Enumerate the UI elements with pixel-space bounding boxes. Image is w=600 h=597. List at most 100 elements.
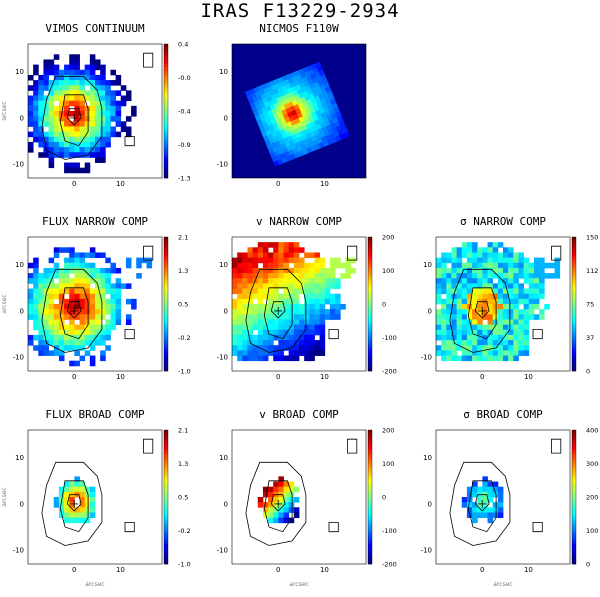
data-pixel — [472, 314, 478, 320]
colorbar-segment — [164, 456, 168, 461]
data-pixel — [48, 314, 55, 320]
data-pixel — [84, 162, 91, 169]
data-pixel — [472, 502, 478, 508]
data-pixel — [247, 314, 254, 320]
data-pixel — [136, 262, 142, 269]
data-pixel — [100, 85, 106, 91]
data-pixel — [64, 314, 70, 320]
contour-outer — [41, 75, 103, 160]
data-pixel — [252, 314, 259, 320]
data-pixel — [446, 324, 452, 331]
data-pixel — [314, 288, 321, 295]
colorbar-label: -1.3 — [178, 175, 191, 183]
data-pixel — [232, 267, 238, 274]
colorbar-label: -0.0 — [178, 74, 191, 82]
data-pixel — [69, 262, 75, 269]
data-pixel — [278, 355, 284, 362]
data-pixel — [278, 293, 284, 300]
data-pixel — [79, 80, 86, 86]
data-pixel — [64, 74, 70, 81]
data-pixel — [299, 267, 305, 274]
data-pixel — [273, 267, 279, 274]
data-pixel — [523, 329, 530, 336]
data-pixel — [100, 100, 106, 107]
colorbar-segment — [164, 357, 168, 362]
data-pixel — [33, 298, 39, 305]
data-pixel — [487, 517, 494, 524]
data-pixel — [110, 293, 117, 300]
data-pixel — [257, 283, 264, 289]
data-pixel — [110, 100, 117, 107]
data-pixel — [232, 262, 238, 269]
data-pixel — [304, 319, 310, 326]
data-pixel — [487, 491, 494, 498]
data-pixel — [293, 267, 300, 274]
data-pixel — [482, 273, 488, 279]
data-pixel — [53, 90, 60, 96]
data-pixel — [38, 121, 44, 127]
data-pixel — [340, 304, 346, 310]
data-pixel — [299, 345, 305, 351]
data-pixel — [528, 304, 535, 310]
data-pixel — [48, 95, 55, 102]
data-pixel — [472, 507, 478, 513]
colorbar-segment — [164, 137, 168, 142]
data-pixel — [441, 314, 447, 320]
data-pixel — [105, 105, 111, 112]
colorbar-segment — [572, 470, 576, 474]
data-pixel — [513, 298, 519, 305]
data-pixel — [262, 314, 269, 320]
data-pixel — [48, 257, 55, 264]
data-pixel — [436, 262, 442, 269]
data-pixel — [472, 309, 478, 315]
data-pixel — [38, 141, 44, 148]
data-pixel — [278, 319, 284, 326]
contour-blob-ne — [143, 52, 154, 68]
data-pixel — [232, 329, 238, 336]
colorbar-segment — [368, 547, 372, 551]
data-pixel — [84, 340, 91, 346]
data-pixel — [508, 355, 514, 362]
data-pixel — [38, 85, 44, 91]
data-pixel — [89, 329, 96, 336]
data-pixel — [477, 340, 483, 346]
data-pixel — [273, 350, 279, 356]
data-pixel — [441, 345, 447, 351]
data-pixel — [28, 147, 34, 153]
data-pixel — [100, 309, 106, 315]
data-pixel — [100, 152, 106, 158]
data-pixel — [53, 85, 60, 91]
data-pixel — [345, 262, 351, 269]
data-pixel — [446, 304, 452, 310]
data-pixel — [64, 502, 70, 508]
data-pixel — [477, 512, 483, 519]
data-pixel — [461, 267, 468, 274]
colorbar-label: 0 — [382, 301, 386, 309]
data-pixel — [477, 334, 483, 341]
data-pixel — [482, 304, 488, 310]
x-tick-label: 10 — [524, 566, 533, 574]
panel-title: FLUX NARROW COMP — [42, 215, 148, 228]
data-pixel — [84, 293, 91, 300]
data-pixel — [257, 355, 264, 362]
data-pixel — [247, 278, 254, 284]
data-pixel — [58, 69, 65, 76]
data-pixel — [293, 257, 300, 264]
colorbar-segment — [164, 44, 168, 48]
data-pixel — [252, 304, 259, 310]
data-pixel — [523, 319, 530, 326]
data-pixel — [528, 262, 535, 269]
data-pixel — [518, 350, 525, 356]
data-pixel — [487, 278, 494, 284]
data-pixel — [53, 69, 60, 76]
x-tick-label: 10 — [320, 566, 329, 574]
colorbar-segment — [572, 307, 576, 311]
data-pixel — [497, 512, 504, 519]
data-pixel — [268, 345, 274, 351]
colorbar-segment — [164, 307, 168, 311]
data-pixel — [146, 262, 153, 269]
data-pixel — [69, 152, 75, 158]
data-pixel — [79, 517, 86, 524]
data-pixel — [554, 267, 561, 274]
data-pixel — [257, 350, 264, 356]
